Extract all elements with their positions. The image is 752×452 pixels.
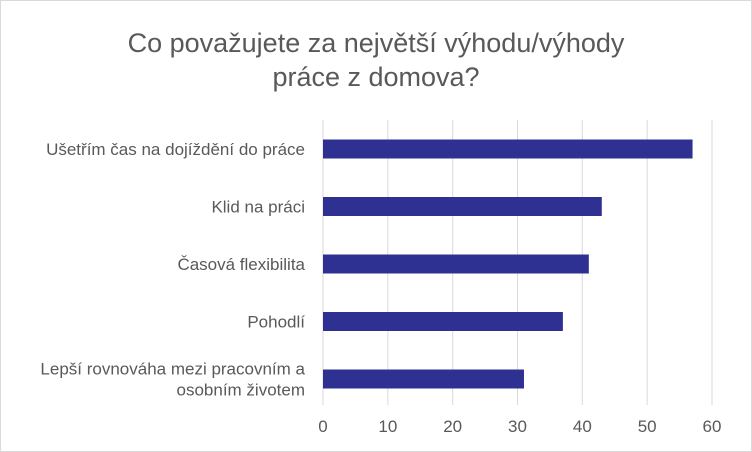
x-tick-label: 30 (508, 417, 527, 436)
x-tick-label: 60 (703, 417, 722, 436)
x-tick-label: 40 (573, 417, 592, 436)
bar (323, 254, 589, 274)
category-label: Pohodlí (247, 313, 305, 332)
x-tick-label: 0 (318, 417, 327, 436)
bar (323, 197, 602, 216)
category-label: Lepší rovnováha mezi pracovním a osobním … (40, 360, 305, 400)
category-label: Ušetřím čas na dojíždění do práce (46, 140, 305, 159)
bar (323, 139, 693, 159)
bar (323, 369, 524, 389)
chart-title-line-1: Co považujete za největší výhodu/výhody (127, 28, 625, 58)
chart-title: Co považujete za největší výhodu/výhody … (0, 26, 752, 94)
x-tick-label: 50 (638, 417, 657, 436)
x-tick-label: 10 (378, 417, 397, 436)
category-label: Klid na práci (211, 198, 305, 217)
chart-title-line-2: práce z domova? (272, 62, 480, 92)
x-tick-label: 20 (443, 417, 462, 436)
category-label: Časová flexibilita (177, 255, 305, 274)
bar (323, 312, 563, 331)
